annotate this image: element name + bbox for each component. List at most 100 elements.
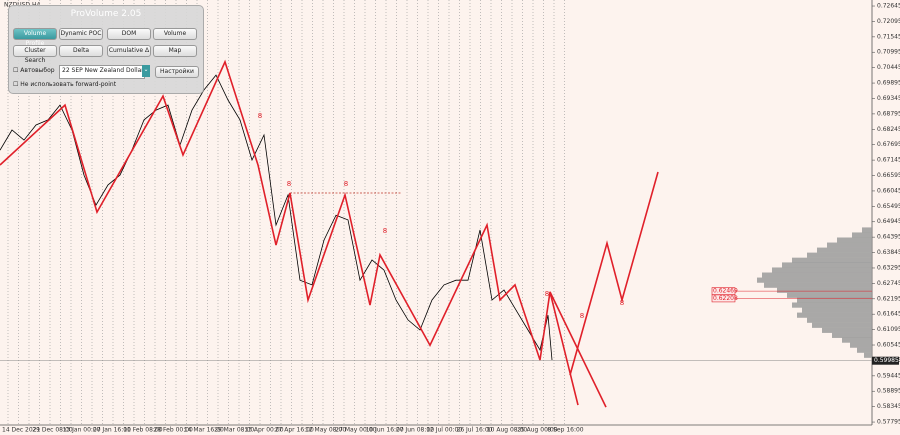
current-price-label: 0.59985 xyxy=(874,357,899,364)
button[interactable]: Delta xyxy=(59,45,103,57)
y-tick-label: 0.72095 xyxy=(877,18,900,25)
y-tick-label: 0.68245 xyxy=(877,126,900,133)
volume-bar xyxy=(772,267,872,273)
x-tick-label: 28 Feb 00:00 xyxy=(154,427,194,434)
volume-bar xyxy=(850,342,872,348)
button[interactable]: Volume Profile xyxy=(13,28,57,47)
wave-label: 8 xyxy=(287,180,291,188)
volume-bar xyxy=(807,252,872,258)
price-box-label: 0.62469 xyxy=(713,288,738,295)
y-tick-label: 0.70995 xyxy=(877,49,900,56)
y-tick-label: 0.60545 xyxy=(877,342,900,349)
line xyxy=(549,291,607,408)
x-tick-label: 27 Jun 08:00 xyxy=(396,427,434,434)
button[interactable]: Cluster Search xyxy=(13,45,57,64)
price-box xyxy=(711,287,736,295)
y-tick-label: 0.67145 xyxy=(877,157,900,164)
x-tick-label: 25 Aug 00:00 xyxy=(517,427,558,434)
checkbox-label: Не использовать forward-point xyxy=(20,81,117,88)
volume-bar xyxy=(777,287,872,293)
y-tick-label: 0.65495 xyxy=(877,203,900,210)
line xyxy=(0,74,553,361)
volume-bar xyxy=(764,282,872,288)
y-tick-label: 0.68795 xyxy=(877,110,900,117)
x-tick-label: 29 Mar 08:00 xyxy=(214,427,254,434)
checkbox[interactable]: ☐ Не использовать forward-point xyxy=(13,81,117,88)
volume-bar xyxy=(757,277,872,283)
select-arrow[interactable]: ⌄ xyxy=(142,65,150,77)
current-price-box xyxy=(872,356,899,365)
x-tick-label: 13 Apr 00:00 xyxy=(244,427,283,434)
x-tick-label: 12 May 08:00 xyxy=(305,427,346,434)
panel-title: ProVolume 2.05 xyxy=(70,9,142,19)
x-tick-label: 8 Sep 16:00 xyxy=(547,427,583,434)
x-tick-label: 29 Dec 08:00 xyxy=(32,427,73,434)
checkbox-label: Автовыбор xyxy=(20,67,55,74)
line xyxy=(0,59,579,406)
volume-bar xyxy=(792,257,872,263)
y-tick-label: 0.66045 xyxy=(877,187,900,194)
y-tick-label: 0.61095 xyxy=(877,326,900,333)
x-tick-label: 27 May 00:00 xyxy=(335,427,376,434)
price-box-label: 0.62208 xyxy=(713,295,738,302)
volume-bar xyxy=(832,332,872,338)
checkbox[interactable]: ☐ Автовыбор xyxy=(13,67,55,74)
wave-label: 8 xyxy=(258,112,262,120)
button[interactable]: Volume xyxy=(153,28,197,40)
volume-bar xyxy=(792,302,872,308)
x-tick-label: 10 Jun 16:00 xyxy=(366,427,404,434)
button[interactable]: Dynamic POC xyxy=(59,28,103,40)
y-tick-label: 0.72645 xyxy=(877,3,900,10)
wave-label: 8 xyxy=(620,299,624,307)
y-tick-label: 0.69895 xyxy=(877,80,900,87)
y-tick-label: 0.69345 xyxy=(877,95,900,102)
wave-label: 8 xyxy=(580,312,584,320)
volume-bar xyxy=(852,232,872,238)
y-tick-label: 0.64945 xyxy=(877,218,900,225)
x-tick-label: 14 Mar 16:00 xyxy=(184,427,224,434)
button[interactable]: Cumulative Δ xyxy=(107,45,151,57)
price-box xyxy=(711,294,736,303)
y-tick-label: 0.58895 xyxy=(877,388,900,395)
volume-bar xyxy=(762,272,872,278)
y-tick-label: 0.62195 xyxy=(877,295,900,302)
y-tick-label: 0.71545 xyxy=(877,33,900,40)
volume-bar xyxy=(782,262,872,268)
x-tick-label: 12 Jul 00:00 xyxy=(426,427,462,434)
instrument-select[interactable]: 22 SEP New Zealand Dollar xyxy=(59,65,145,79)
x-tick-label: 14 Dec 2021 xyxy=(2,427,41,434)
volume-bar xyxy=(817,247,872,253)
y-tick-label: 0.61645 xyxy=(877,311,900,318)
button[interactable]: Map xyxy=(153,45,197,57)
volume-bar xyxy=(822,327,872,333)
volume-bar xyxy=(857,347,872,353)
volume-bar xyxy=(864,352,872,358)
y-tick-label: 0.64395 xyxy=(877,234,900,241)
x-tick-label: 10 Aug 08:00 xyxy=(487,427,528,434)
volume-bar xyxy=(837,237,872,243)
y-tick-label: 0.70445 xyxy=(877,64,900,71)
x-tick-label: 26 Jul 16:00 xyxy=(457,427,493,434)
x-tick-label: 27 Jan 16:00 xyxy=(93,427,131,434)
line xyxy=(569,171,659,376)
volume-bar xyxy=(797,297,872,303)
y-tick-label: 0.57795 xyxy=(877,419,900,426)
y-tick-label: 0.67695 xyxy=(877,141,900,148)
y-tick-label: 0.62745 xyxy=(877,280,900,287)
volume-bar xyxy=(827,242,872,248)
volume-bar xyxy=(802,307,872,313)
y-tick-label: 0.58345 xyxy=(877,403,900,410)
volume-bar xyxy=(797,312,872,318)
volume-bar xyxy=(807,317,872,323)
volume-bar xyxy=(862,227,872,233)
button[interactable]: Настройки xyxy=(155,66,199,78)
volume-bar xyxy=(812,322,872,328)
y-tick-label: 0.63845 xyxy=(877,249,900,256)
wave-label: 8 xyxy=(344,180,348,188)
x-tick-label: 27 Apr 16:00 xyxy=(275,427,314,434)
button[interactable]: DOM xyxy=(107,28,151,40)
x-tick-label: 13 Jan 00:00 xyxy=(63,427,101,434)
y-tick-label: 0.59445 xyxy=(877,372,900,379)
y-tick-label: 0.66595 xyxy=(877,172,900,179)
